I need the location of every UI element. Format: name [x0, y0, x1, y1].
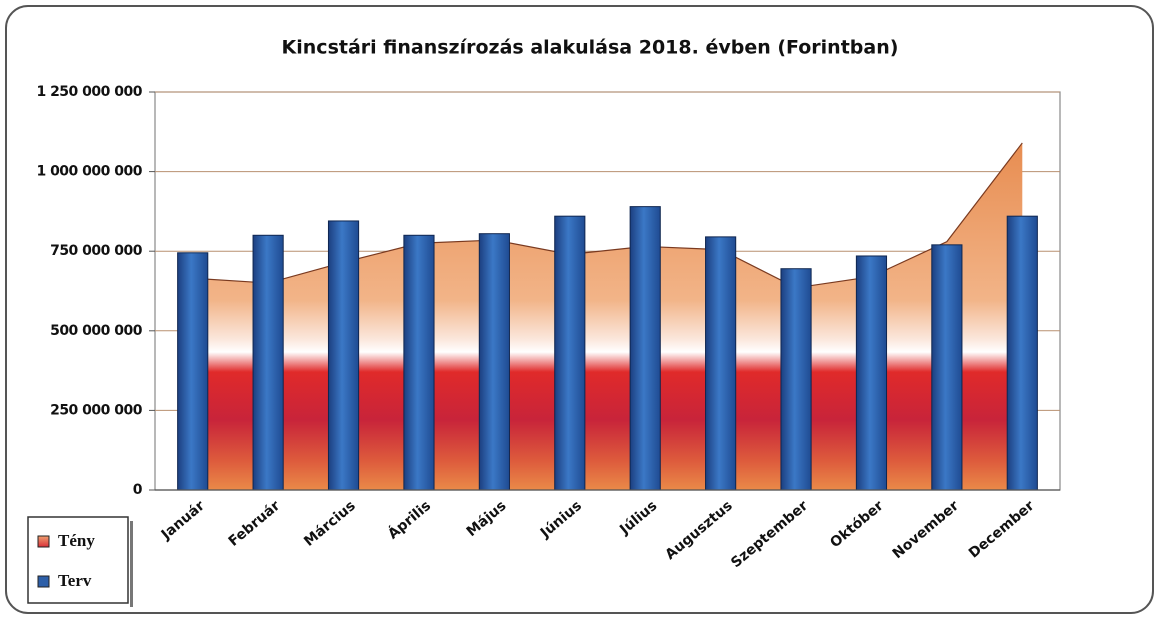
y-tick-label: 500 000 000: [50, 323, 143, 339]
bar: [177, 252, 209, 491]
bar: [1006, 215, 1038, 491]
y-tick-label: 1 000 000 000: [36, 164, 142, 180]
bar: [705, 236, 737, 491]
legend-swatch: [37, 535, 50, 548]
bar: [780, 268, 812, 491]
y-tick-label: 750 000 000: [50, 243, 143, 259]
bar: [855, 255, 888, 491]
legend-box: [27, 516, 129, 604]
area: [192, 142, 1023, 490]
legend-shadow: [130, 521, 133, 607]
bar: [629, 206, 661, 491]
bar: [252, 234, 284, 491]
legend-label: Terv: [58, 571, 92, 590]
bar: [554, 215, 586, 491]
legend-label: Tény: [58, 531, 95, 550]
y-tick-label: 0: [133, 482, 143, 498]
bar: [327, 220, 360, 491]
y-tick-label: 1 250 000 000: [36, 84, 142, 100]
bar: [478, 233, 510, 491]
legend: Tény Terv: [27, 516, 133, 607]
chart-title: Kincstári finanszírozás alakulása 2018. …: [282, 37, 899, 59]
legend-swatch: [37, 575, 50, 588]
bar: [931, 244, 963, 491]
y-tick-label: 250 000 000: [50, 402, 143, 418]
bar: [403, 234, 435, 491]
